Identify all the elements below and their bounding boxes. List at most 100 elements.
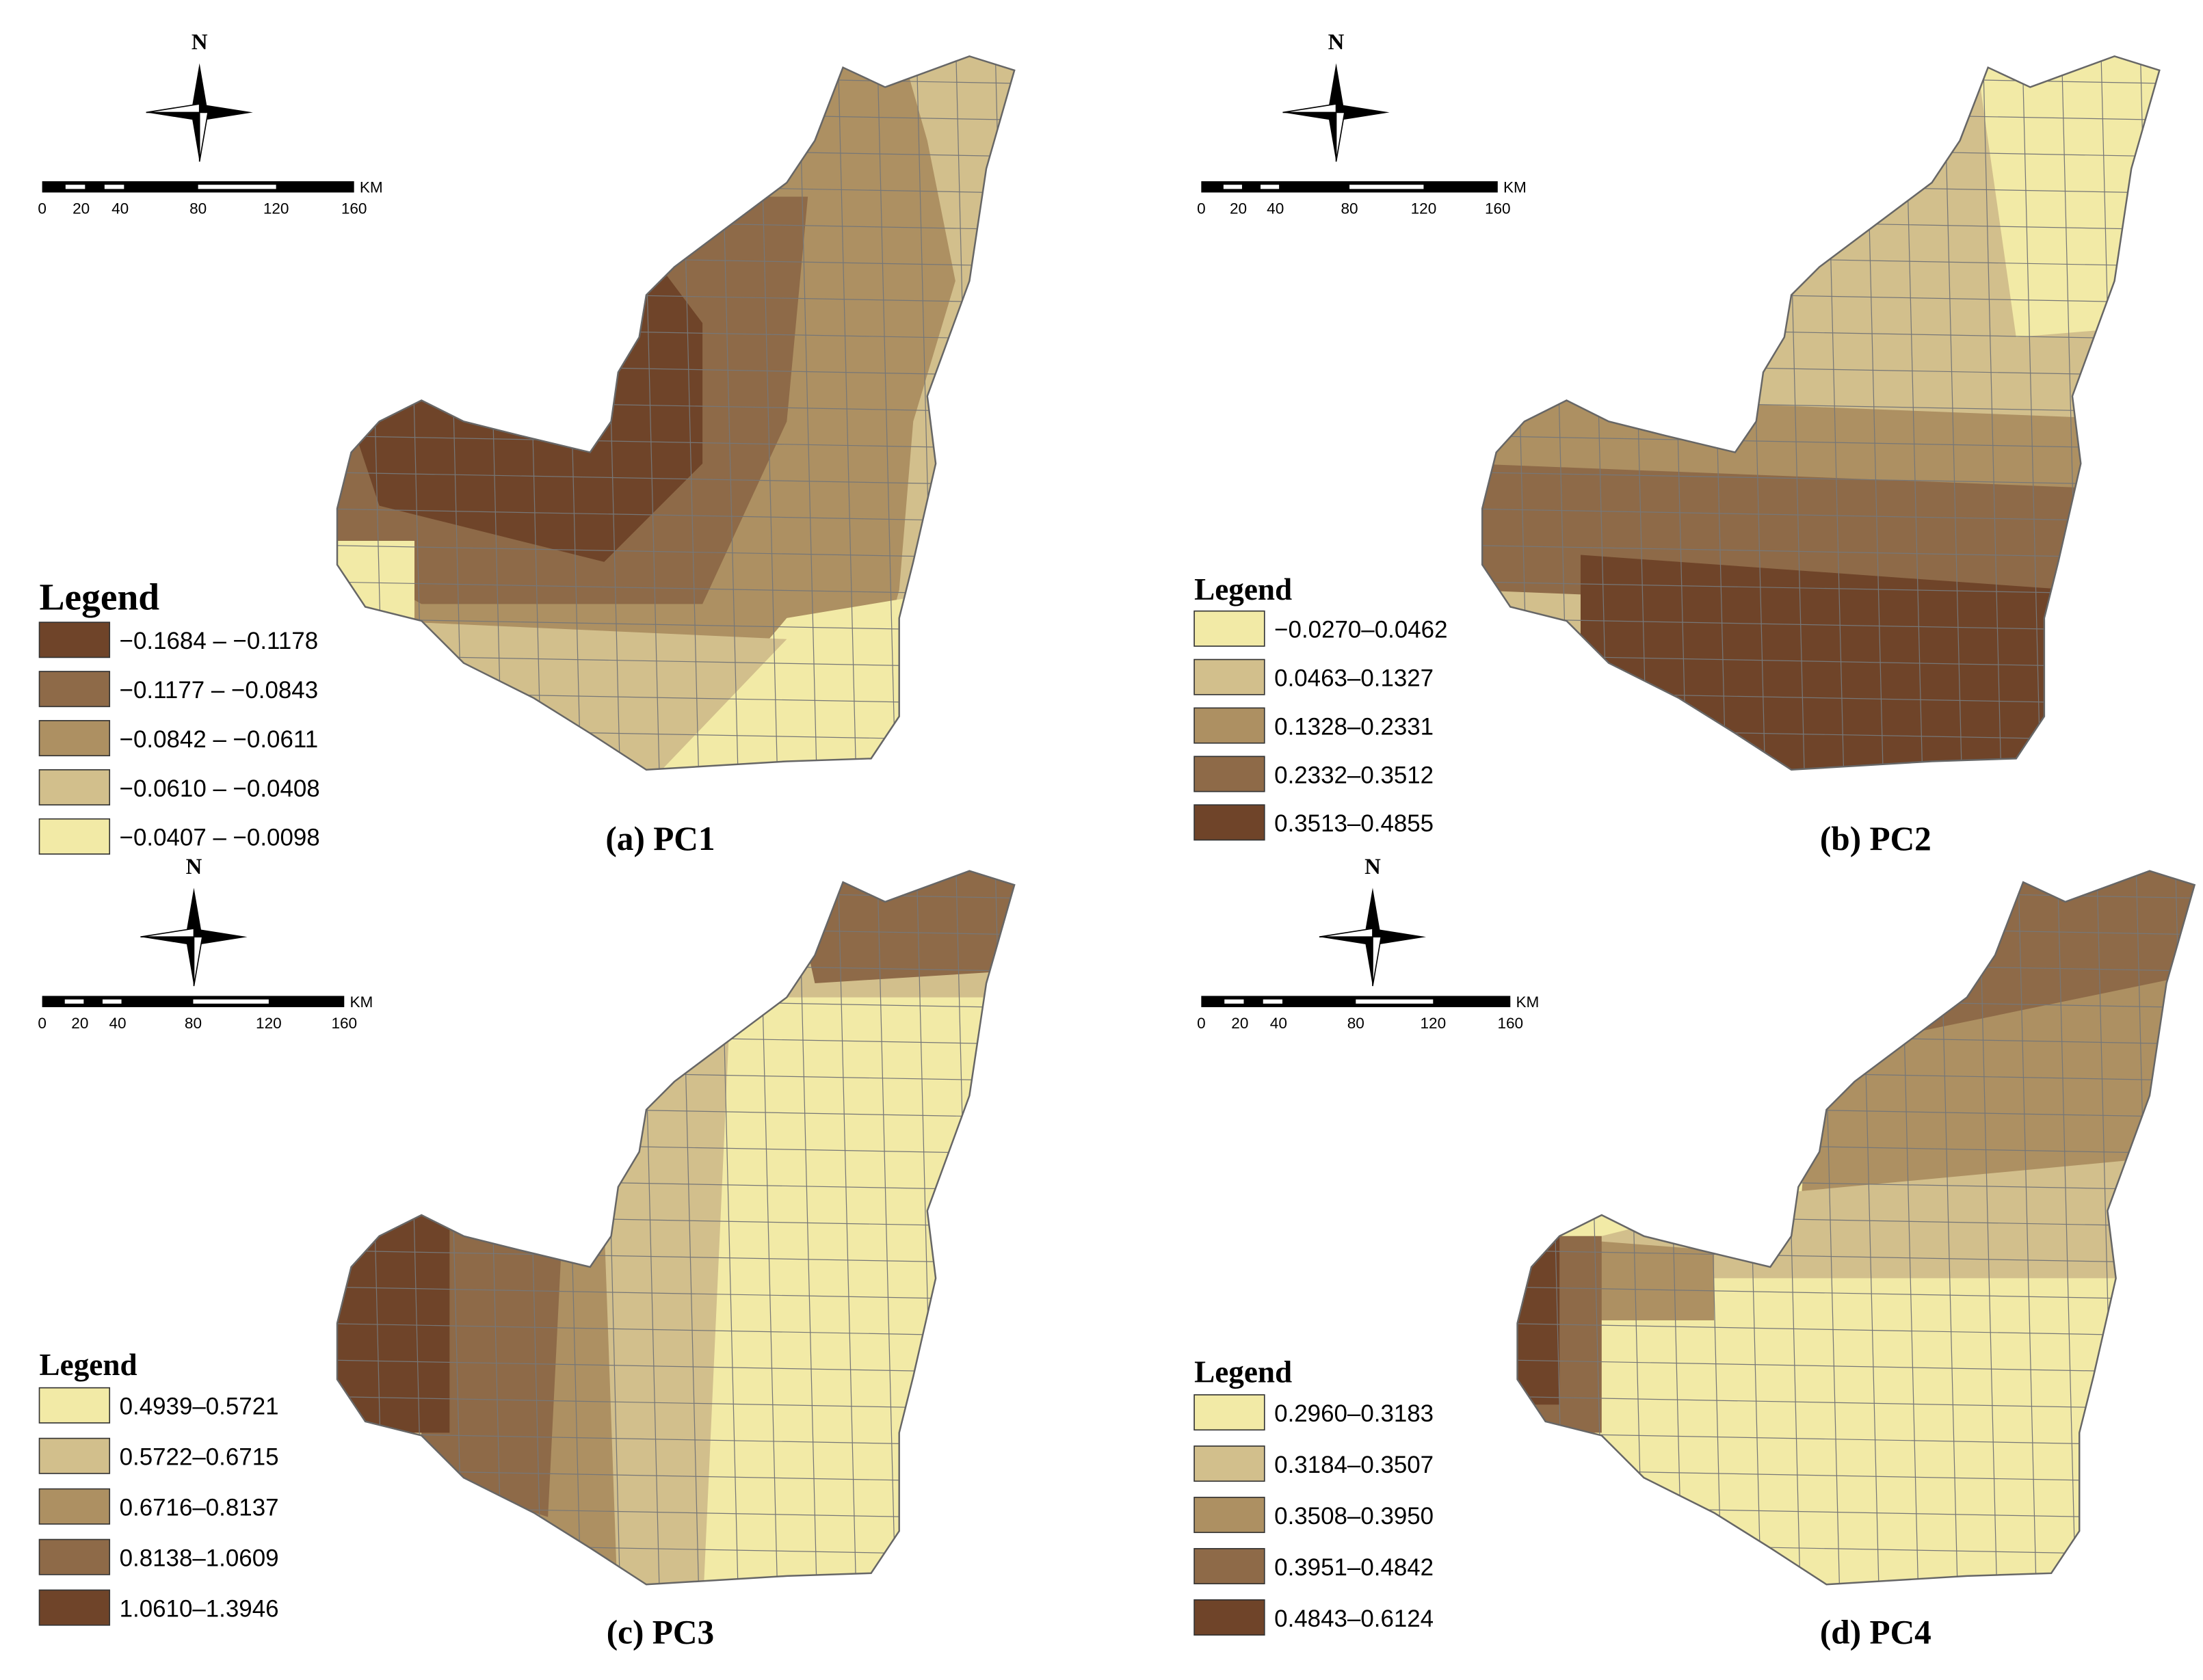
scale-label: 80 [189, 200, 207, 217]
region-fill [702, 997, 1015, 1585]
map-regions [309, 28, 1068, 815]
legend-label: −0.0407 – −0.0098 [120, 825, 320, 851]
legend-swatch [1193, 658, 1265, 695]
caption: (b) PC2 [1820, 820, 1931, 857]
caption: (a) PC1 [605, 820, 715, 857]
scale-bar [64, 999, 84, 1004]
legend-swatch [38, 720, 111, 757]
region-outline [336, 55, 1016, 771]
legend-label: 0.3951–0.4842 [1274, 1554, 1434, 1581]
map [1454, 28, 2203, 815]
legend-swatch [1193, 1599, 1265, 1636]
scale-bar [1261, 185, 1280, 189]
scale-label: 120 [1411, 200, 1437, 217]
legend-label: 1.0610–1.3946 [120, 1595, 279, 1622]
scale-unit: KM [1503, 179, 1527, 196]
boundary [2179, 28, 2199, 814]
panel: N 0 20 40 80 120 160 KM Legend −0.1684 – −0.1178 −… [38, 28, 1068, 857]
boundary [836, 870, 858, 1585]
map [336, 843, 1054, 1629]
legend-swatch [1193, 1445, 1265, 1482]
north-label: N [1328, 30, 1345, 55]
scale-label: 40 [1270, 1015, 1287, 1032]
boundary [876, 56, 897, 770]
caption: (c) PC3 [607, 1614, 714, 1651]
scale-label: 0 [38, 1015, 47, 1032]
region-fill [421, 1222, 562, 1517]
region-fill [787, 870, 1015, 984]
legend-swatch [38, 622, 111, 658]
boundary [1034, 28, 1054, 814]
legend-swatch [38, 671, 111, 708]
north-arrow [146, 103, 200, 114]
legend-swatch [38, 1589, 111, 1626]
legend-label: 0.0463–0.1327 [1274, 665, 1434, 692]
scale-label: 20 [1231, 1015, 1248, 1032]
legend-swatch [38, 1387, 111, 1424]
map [1516, 870, 2196, 1586]
panel: N 0 20 40 80 120 160 KM Legend 0.2960–0.3183 0.318… [1193, 855, 2196, 1651]
legend-label: −0.0842 – −0.0611 [120, 726, 319, 753]
scale-bar [193, 999, 269, 1004]
region-outline [1516, 870, 2196, 1586]
north-arrow [1282, 103, 1337, 114]
legend-label: 0.1328–0.2331 [1274, 713, 1434, 740]
scale-label: 80 [185, 1015, 202, 1032]
boundary [994, 56, 1015, 770]
legend-label: 0.4939–0.5721 [120, 1394, 279, 1420]
boundary [483, 870, 504, 1585]
boundary [1454, 801, 2203, 815]
boundary [309, 801, 1068, 815]
scale-bar [65, 185, 85, 189]
boundary [836, 56, 858, 770]
map-regions [1454, 28, 2203, 815]
scale-unit: KM [1516, 994, 1539, 1011]
scale-label: 120 [263, 200, 289, 217]
boundary [2021, 56, 2042, 770]
scale-label: 160 [1485, 200, 1511, 217]
legend-swatch [1193, 1394, 1265, 1431]
north-label: N [186, 855, 202, 879]
boundary [1034, 843, 1054, 1629]
scale-label: 40 [111, 200, 129, 217]
legend-title: Legend [1194, 572, 1292, 606]
legend-swatch [38, 1437, 111, 1474]
scale-bar [1263, 999, 1282, 1004]
legend-swatch [38, 1488, 111, 1525]
legend-swatch [1193, 1497, 1265, 1534]
boundary [994, 870, 1015, 1585]
legend-title: Legend [1194, 1355, 1292, 1389]
panel: N 0 20 40 80 120 160 KM Legend −0.0270–0.0462 0.04… [1193, 28, 2203, 857]
boundary [2056, 870, 2077, 1585]
legend-swatch [38, 818, 111, 855]
north-arrow [1335, 111, 1345, 162]
region-outline [1481, 55, 2161, 771]
legend-label: 0.5722–0.6715 [120, 1444, 279, 1471]
scale-label: 80 [1347, 1015, 1364, 1032]
map-regions [337, 843, 1054, 1629]
scale-unit: KM [360, 179, 383, 196]
boundary [876, 870, 897, 1585]
scale-bar [1223, 185, 1242, 189]
scale-label: 160 [1497, 1015, 1523, 1032]
legend-label: −0.0270–0.0462 [1274, 617, 1447, 643]
scale-bar [104, 185, 124, 189]
scale-label: 120 [1420, 1015, 1446, 1032]
region-fill [337, 617, 787, 770]
scale-label: 0 [1197, 200, 1206, 217]
scale-label: 0 [1197, 1015, 1206, 1032]
scale-label: 20 [71, 1015, 88, 1032]
legend-label: 0.2960–0.3183 [1274, 1400, 1434, 1427]
scale-label: 0 [38, 200, 47, 217]
boundary [1663, 870, 1684, 1585]
north-arrow [1372, 936, 1382, 987]
scale-label: 40 [1267, 200, 1284, 217]
legend-title: Legend [40, 576, 160, 618]
legend-swatch [1193, 756, 1265, 792]
scale-bar [102, 999, 122, 1004]
boundary [1628, 56, 1649, 770]
legend-label: 0.4843–0.6124 [1274, 1605, 1434, 1632]
scale-unit: KM [349, 994, 373, 1011]
